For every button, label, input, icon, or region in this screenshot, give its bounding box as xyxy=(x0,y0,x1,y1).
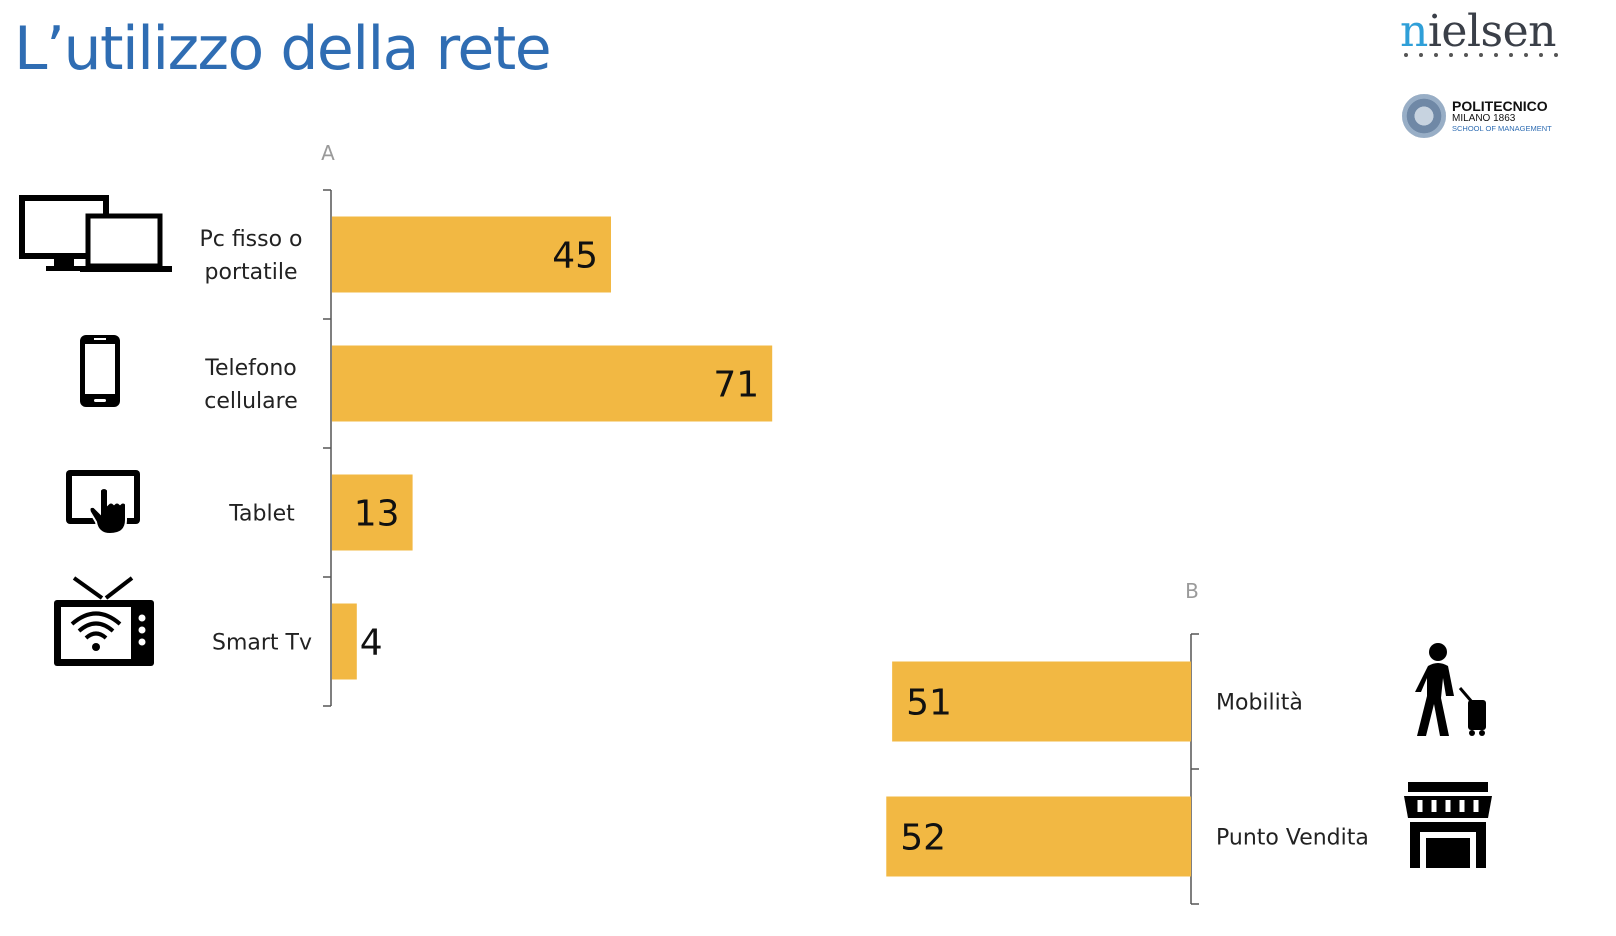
bar-b-1 xyxy=(886,796,1191,877)
panel-label-a: A xyxy=(321,141,335,165)
nielsen-logo: nielsen xyxy=(1400,6,1570,57)
category-label-a-1: cellulare xyxy=(204,389,298,414)
nielsen-dots xyxy=(1400,53,1570,57)
data-label-b-1: 52 xyxy=(900,818,946,859)
bar-a-3 xyxy=(332,603,357,680)
data-label-b-0: 51 xyxy=(906,683,952,724)
panel-label-b: B xyxy=(1185,579,1199,603)
category-label-b-0: Mobilità xyxy=(1216,691,1303,716)
politecnico-school: SCHOOL OF MANAGEMENT xyxy=(1452,123,1552,133)
category-label-a-1: Telefono xyxy=(204,356,297,381)
politecnico-city: MILANO 1863 xyxy=(1452,113,1516,125)
category-label-a-0: Pc fisso o xyxy=(199,227,302,252)
category-label-a-3: Smart Tv xyxy=(212,631,312,656)
data-label-a-2: 13 xyxy=(354,494,400,535)
data-label-a-3: 4 xyxy=(360,623,383,664)
tablet-touch-icon xyxy=(66,470,140,536)
bar-a-0 xyxy=(332,216,611,293)
politecnico-name: POLITECNICO xyxy=(1452,98,1548,115)
politecnico-seal-icon xyxy=(1402,94,1446,138)
bar-a-1 xyxy=(332,345,773,422)
bar-a-2 xyxy=(332,474,413,551)
data-label-a-0: 45 xyxy=(552,236,598,277)
nielsen-wordmark: nielsen xyxy=(1400,6,1556,57)
storefront-icon xyxy=(1404,782,1492,868)
desktop-laptop-icon xyxy=(19,195,172,272)
data-label-a-1: 71 xyxy=(713,365,759,406)
bar-b-0 xyxy=(892,661,1191,742)
smart-tv-icon xyxy=(54,576,154,666)
category-label-a-0: portatile xyxy=(205,260,298,285)
category-label-a-2: Tablet xyxy=(228,502,295,527)
page-title: L’utilizzo della rete xyxy=(14,14,552,84)
traveler-icon xyxy=(1415,643,1486,736)
category-label-b-1: Punto Vendita xyxy=(1216,826,1369,851)
smartphone-icon xyxy=(80,335,120,407)
politecnico-logo: POLITECNICO MILANO 1863 SCHOOL OF MANAGE… xyxy=(1402,94,1552,138)
